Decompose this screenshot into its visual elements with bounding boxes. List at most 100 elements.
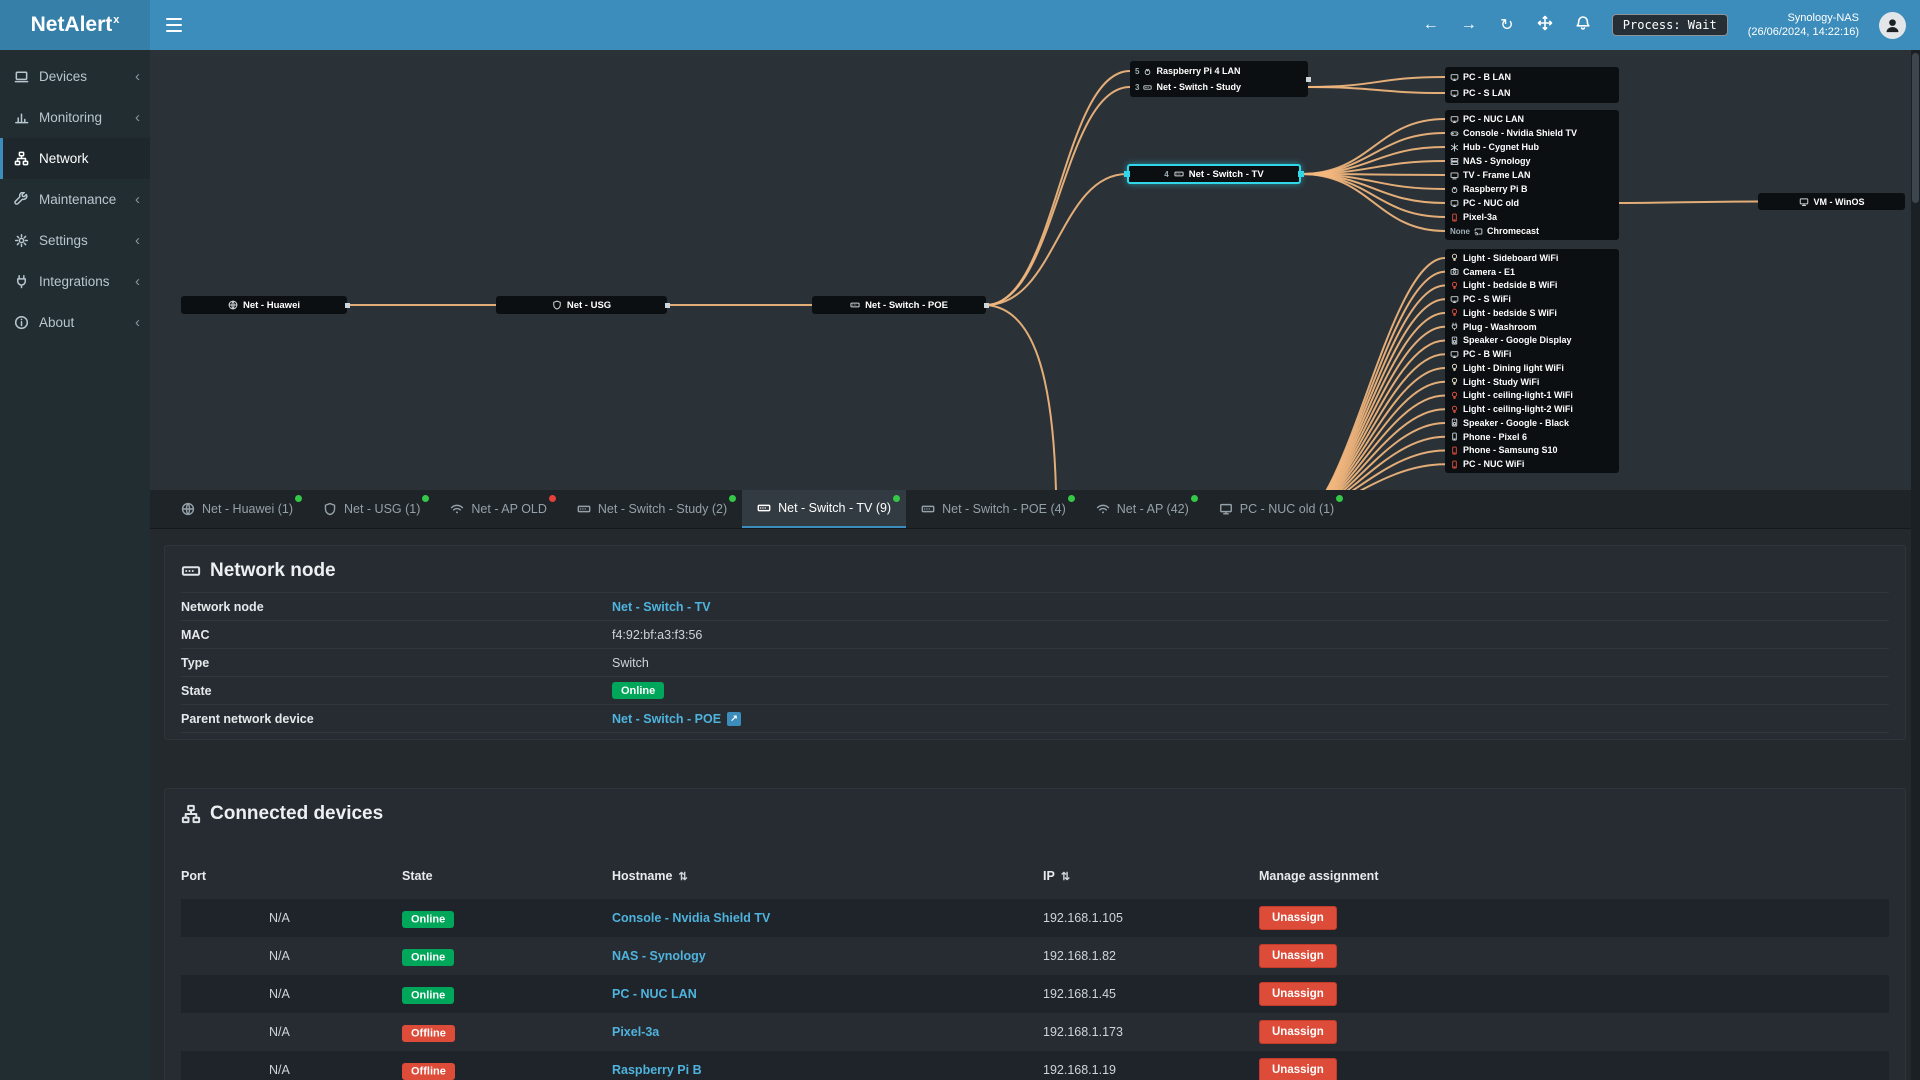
column-header[interactable]: Hostname ⇅ (612, 869, 688, 883)
diagram-leaf[interactable]: Raspberry Pi B (1450, 182, 1614, 196)
page-scrollbar[interactable] (1911, 50, 1920, 1080)
diagram-leaf[interactable]: 5 Raspberry Pi 4 LAN (1135, 63, 1303, 79)
device-icon (1450, 171, 1459, 180)
diagram-leaf[interactable]: Speaker - Google Display (1450, 334, 1614, 348)
diagram-leaf[interactable]: Light - ceiling-light-2 WiFi (1450, 402, 1614, 416)
diagram-leaf[interactable]: Console - Nvidia Shield TV (1450, 126, 1614, 140)
node-tab[interactable]: Net - Huawei (1) (166, 490, 308, 528)
diagram-leaf[interactable]: Camera - E1 (1450, 265, 1614, 279)
unassign-button[interactable]: Unassign (1259, 1058, 1337, 1080)
column-header[interactable]: Port (181, 869, 206, 883)
device-icon (1450, 281, 1459, 290)
port-cell: N/A (269, 987, 290, 1001)
diagram-leaf[interactable]: PC - S LAN (1450, 85, 1614, 101)
sidebar-item[interactable]: Maintenance ‹ (0, 179, 150, 220)
node-tab[interactable]: Net - Switch - POE (4) (906, 490, 1081, 528)
diagram-node-huawei[interactable]: Net - Huawei (181, 296, 350, 314)
sidebar-item[interactable]: Network (0, 138, 150, 179)
diagram-node-vm-winos[interactable]: VM - WinOS (1758, 193, 1905, 210)
node-tab[interactable]: Net - AP (42) (1081, 490, 1204, 528)
node-tab[interactable]: PC - NUC old (1) (1204, 490, 1349, 528)
diagram-leaf[interactable]: Plug - Washroom (1450, 320, 1614, 334)
node-tab[interactable]: Net - USG (1) (308, 490, 435, 528)
node-tab[interactable]: Net - Switch - Study (2) (562, 490, 742, 528)
sidebar-item[interactable]: Integrations ‹ (0, 261, 150, 302)
diagram-node-switch-poe[interactable]: Net - Switch - POE (812, 296, 989, 314)
unassign-button[interactable]: Unassign (1259, 1020, 1337, 1044)
column-header[interactable]: State (402, 869, 433, 883)
notifications-bell-icon[interactable] (1574, 15, 1592, 36)
diagram-leaf[interactable]: Phone - Pixel 6 (1450, 430, 1614, 444)
diagram-leaf[interactable]: PC - NUC old (1450, 196, 1614, 210)
hostname-cell: NAS - Synology (612, 949, 1043, 963)
hostname-link[interactable]: Console - Nvidia Shield TV (612, 911, 771, 925)
diagram-leaf[interactable]: Speaker - Google - Black (1450, 416, 1614, 430)
diagram-leaf[interactable]: Light - Study WiFi (1450, 375, 1614, 389)
diagram-leaf[interactable]: Pixel-3a (1450, 210, 1614, 224)
tab-icon (577, 502, 591, 516)
field-row: State Online (181, 677, 1889, 705)
sidebar-item[interactable]: Monitoring ‹ (0, 97, 150, 138)
device-row: N/A Online NAS - Synology 192.168.1.82 U… (181, 937, 1889, 975)
device-icon (1450, 295, 1459, 304)
content-area: Network node Network node Net - Switch -… (150, 529, 1920, 1080)
diagram-leaf[interactable]: Light - Dining light WiFi (1450, 361, 1614, 375)
hostname-link[interactable]: Raspberry Pi B (612, 1063, 702, 1077)
sidebar-item[interactable]: Devices ‹ (0, 56, 150, 97)
diagram-leaf[interactable]: PC - B LAN (1450, 69, 1614, 85)
unassign-button[interactable]: Unassign (1259, 906, 1337, 930)
diagram-leaf[interactable]: None Chromecast (1450, 224, 1614, 238)
forward-icon[interactable]: → (1460, 16, 1477, 33)
diagram-leaf[interactable]: Light - Sideboard WiFi (1450, 251, 1614, 265)
diagram-leaf[interactable]: PC - S WiFi (1450, 292, 1614, 306)
field-value-text[interactable]: Net - Switch - TV (612, 599, 711, 614)
sidebar-toggle-button[interactable] (150, 0, 198, 50)
device-icon (1450, 213, 1459, 222)
diagram-leaf[interactable]: Phone - Samsung S10 (1450, 444, 1614, 458)
hostname-link[interactable]: Pixel-3a (612, 1025, 660, 1039)
field-row: MAC f4:92:bf:a3:f3:56 (181, 621, 1889, 649)
diagram-leaf[interactable]: NAS - Synology (1450, 154, 1614, 168)
unassign-button[interactable]: Unassign (1259, 982, 1337, 1006)
refresh-icon[interactable]: ↻ (1500, 17, 1514, 34)
sidebar-item[interactable]: Settings ‹ (0, 220, 150, 261)
chevron-collapsed-icon: ‹ (135, 232, 140, 249)
node-tab[interactable]: Net - AP OLD (435, 490, 562, 528)
diagram-leaf[interactable]: 3 Net - Switch - Study (1135, 79, 1303, 95)
device-icon (1450, 363, 1459, 372)
diagram-leaf[interactable]: Light - bedside B WiFi (1450, 279, 1614, 293)
back-icon[interactable]: ← (1422, 16, 1439, 33)
field-value-text[interactable]: Net - Switch - POE (612, 711, 722, 726)
ip-cell: 192.168.1.19 (1043, 1063, 1116, 1077)
unassign-button[interactable]: Unassign (1259, 944, 1337, 968)
diagram-node-usg[interactable]: Net - USG (496, 296, 670, 314)
diagram-leaf[interactable]: Hub - Cygnet Hub (1450, 140, 1614, 154)
diagram-leaf[interactable]: PC - B WiFi (1450, 347, 1614, 361)
column-header[interactable]: Manage assignment (1259, 869, 1379, 883)
diagram-leaf[interactable]: PC - NUC WiFi (1450, 457, 1614, 471)
diagram-leaf[interactable]: TV - Frame LAN (1450, 168, 1614, 182)
device-icon (1450, 418, 1459, 427)
device-icon (1474, 227, 1483, 236)
node-tab[interactable]: Net - Switch - TV (9) (742, 490, 907, 528)
leaf-label: Raspberry Pi 4 LAN (1156, 66, 1241, 76)
scrollbar-thumb[interactable] (1912, 53, 1919, 203)
device-icon (1450, 322, 1459, 331)
move-icon[interactable] (1536, 15, 1554, 36)
diagram-leaf[interactable]: Light - ceiling-light-1 WiFi (1450, 389, 1614, 403)
user-avatar[interactable] (1879, 11, 1906, 39)
open-link-icon[interactable]: ↗ (727, 711, 742, 726)
app-logo[interactable]: NetAlert x (0, 0, 150, 50)
diagram-node-switch-tv-selected[interactable]: 4 Net - Switch - TV (1124, 164, 1304, 184)
diagram-leaf[interactable]: PC - NUC LAN (1450, 112, 1614, 126)
process-status-badge: Process: Wait (1611, 14, 1728, 36)
node-label: Net - Switch - POE (865, 299, 948, 311)
diagram-leaf[interactable]: Light - bedside S WiFi (1450, 306, 1614, 320)
hostname-link[interactable]: PC - NUC LAN (612, 987, 697, 1001)
leaf-label: Light - bedside S WiFi (1463, 307, 1557, 318)
hostname-link[interactable]: NAS - Synology (612, 949, 706, 963)
sidebar-item[interactable]: About ‹ (0, 302, 150, 343)
leaf-label: Phone - Samsung S10 (1463, 445, 1558, 456)
column-header[interactable]: IP ⇅ (1043, 869, 1071, 883)
state-cell: Online (402, 910, 612, 928)
